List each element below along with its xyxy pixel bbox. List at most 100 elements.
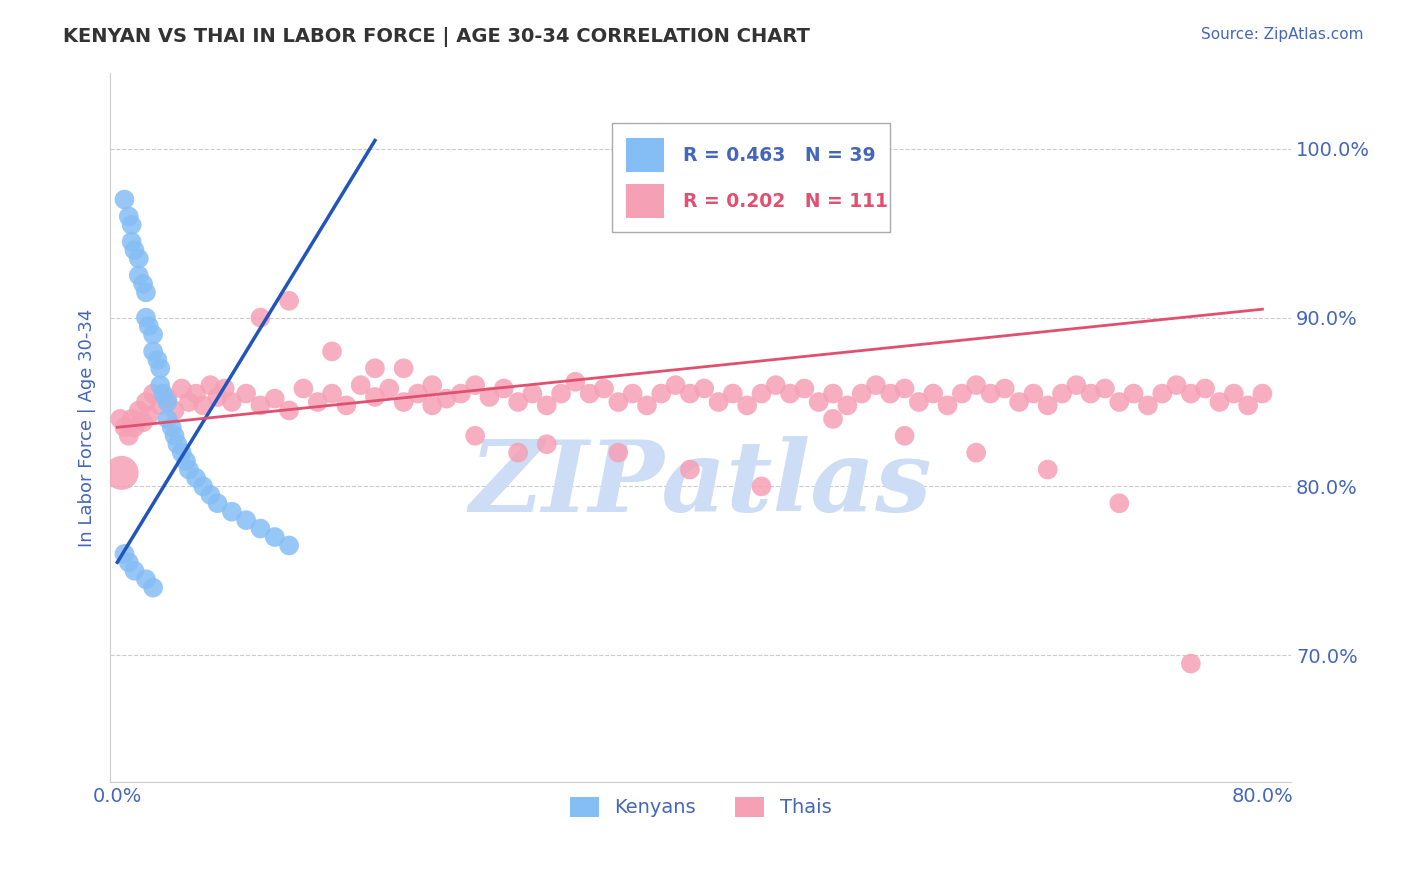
Point <box>152 386 174 401</box>
Point <box>392 361 415 376</box>
Point <box>564 375 586 389</box>
Text: KENYAN VS THAI IN LABOR FORCE | AGE 30-34 CORRELATION CHART: KENYAN VS THAI IN LABOR FORCE | AGE 30-3… <box>63 27 810 46</box>
Point <box>707 395 730 409</box>
Y-axis label: In Labor Force | Age 30-34: In Labor Force | Age 30-34 <box>79 308 96 547</box>
Point <box>114 547 136 561</box>
Point <box>979 386 1001 401</box>
Point <box>149 361 172 376</box>
Point <box>108 412 131 426</box>
Point <box>132 277 155 291</box>
FancyBboxPatch shape <box>612 122 890 233</box>
Text: R = 0.202   N = 111: R = 0.202 N = 111 <box>683 192 887 211</box>
Point <box>156 395 179 409</box>
Point <box>536 437 558 451</box>
Point <box>1036 398 1059 412</box>
Point <box>664 378 686 392</box>
Point <box>235 386 257 401</box>
Point <box>118 210 141 224</box>
Point <box>121 218 143 232</box>
Point <box>679 462 702 476</box>
Point <box>278 293 301 308</box>
Point <box>865 378 887 392</box>
Point <box>163 429 186 443</box>
Point <box>128 403 150 417</box>
Point <box>1008 395 1031 409</box>
Point <box>879 386 901 401</box>
Point <box>793 382 815 396</box>
Point <box>893 382 915 396</box>
Point <box>1237 398 1260 412</box>
Point <box>142 344 165 359</box>
Point <box>1208 395 1230 409</box>
Point <box>110 466 132 480</box>
Point <box>263 392 285 406</box>
Point <box>307 395 329 409</box>
Point <box>156 412 179 426</box>
Text: ZIPatlas: ZIPatlas <box>470 436 932 533</box>
Point <box>779 386 801 401</box>
Text: R = 0.463   N = 39: R = 0.463 N = 39 <box>683 145 876 165</box>
Point <box>1223 386 1246 401</box>
Point <box>593 382 616 396</box>
Point <box>142 386 165 401</box>
Point <box>221 395 243 409</box>
Point <box>124 243 146 257</box>
Point <box>406 386 429 401</box>
Point <box>1036 462 1059 476</box>
Point <box>193 479 215 493</box>
Point <box>1194 382 1216 396</box>
Point <box>621 386 644 401</box>
Point <box>249 310 271 325</box>
Point <box>200 378 222 392</box>
Point <box>420 398 443 412</box>
Point <box>821 386 844 401</box>
Point <box>450 386 472 401</box>
Point <box>146 352 169 367</box>
Point <box>922 386 945 401</box>
Point <box>464 429 486 443</box>
Point <box>1180 386 1202 401</box>
Point <box>679 386 702 401</box>
Point <box>142 581 165 595</box>
Point <box>464 378 486 392</box>
Point <box>121 412 143 426</box>
Point <box>170 445 193 459</box>
Point <box>550 386 572 401</box>
Point <box>114 420 136 434</box>
Point <box>160 420 183 434</box>
Point <box>965 378 987 392</box>
Point <box>278 538 301 552</box>
Point <box>221 505 243 519</box>
Point <box>607 395 630 409</box>
Point <box>994 382 1017 396</box>
Point <box>893 429 915 443</box>
Point <box>1251 386 1274 401</box>
Point <box>478 390 501 404</box>
Point <box>135 285 157 300</box>
Point <box>184 386 207 401</box>
Point <box>936 398 959 412</box>
Point <box>420 378 443 392</box>
Point <box>765 378 787 392</box>
Point <box>170 382 193 396</box>
Point <box>536 398 558 412</box>
Point <box>693 382 716 396</box>
Point <box>950 386 973 401</box>
Point <box>1180 657 1202 671</box>
Point <box>506 445 529 459</box>
Point <box>364 390 387 404</box>
Point <box>506 395 529 409</box>
Point <box>392 395 415 409</box>
Point <box>200 488 222 502</box>
Point <box>965 445 987 459</box>
Point <box>142 327 165 342</box>
Point <box>735 398 758 412</box>
Point <box>149 378 172 392</box>
Point <box>156 392 179 406</box>
Point <box>292 382 315 396</box>
Point <box>214 382 236 396</box>
Point <box>821 412 844 426</box>
Point <box>636 398 658 412</box>
Point <box>1066 378 1088 392</box>
Point <box>751 479 773 493</box>
